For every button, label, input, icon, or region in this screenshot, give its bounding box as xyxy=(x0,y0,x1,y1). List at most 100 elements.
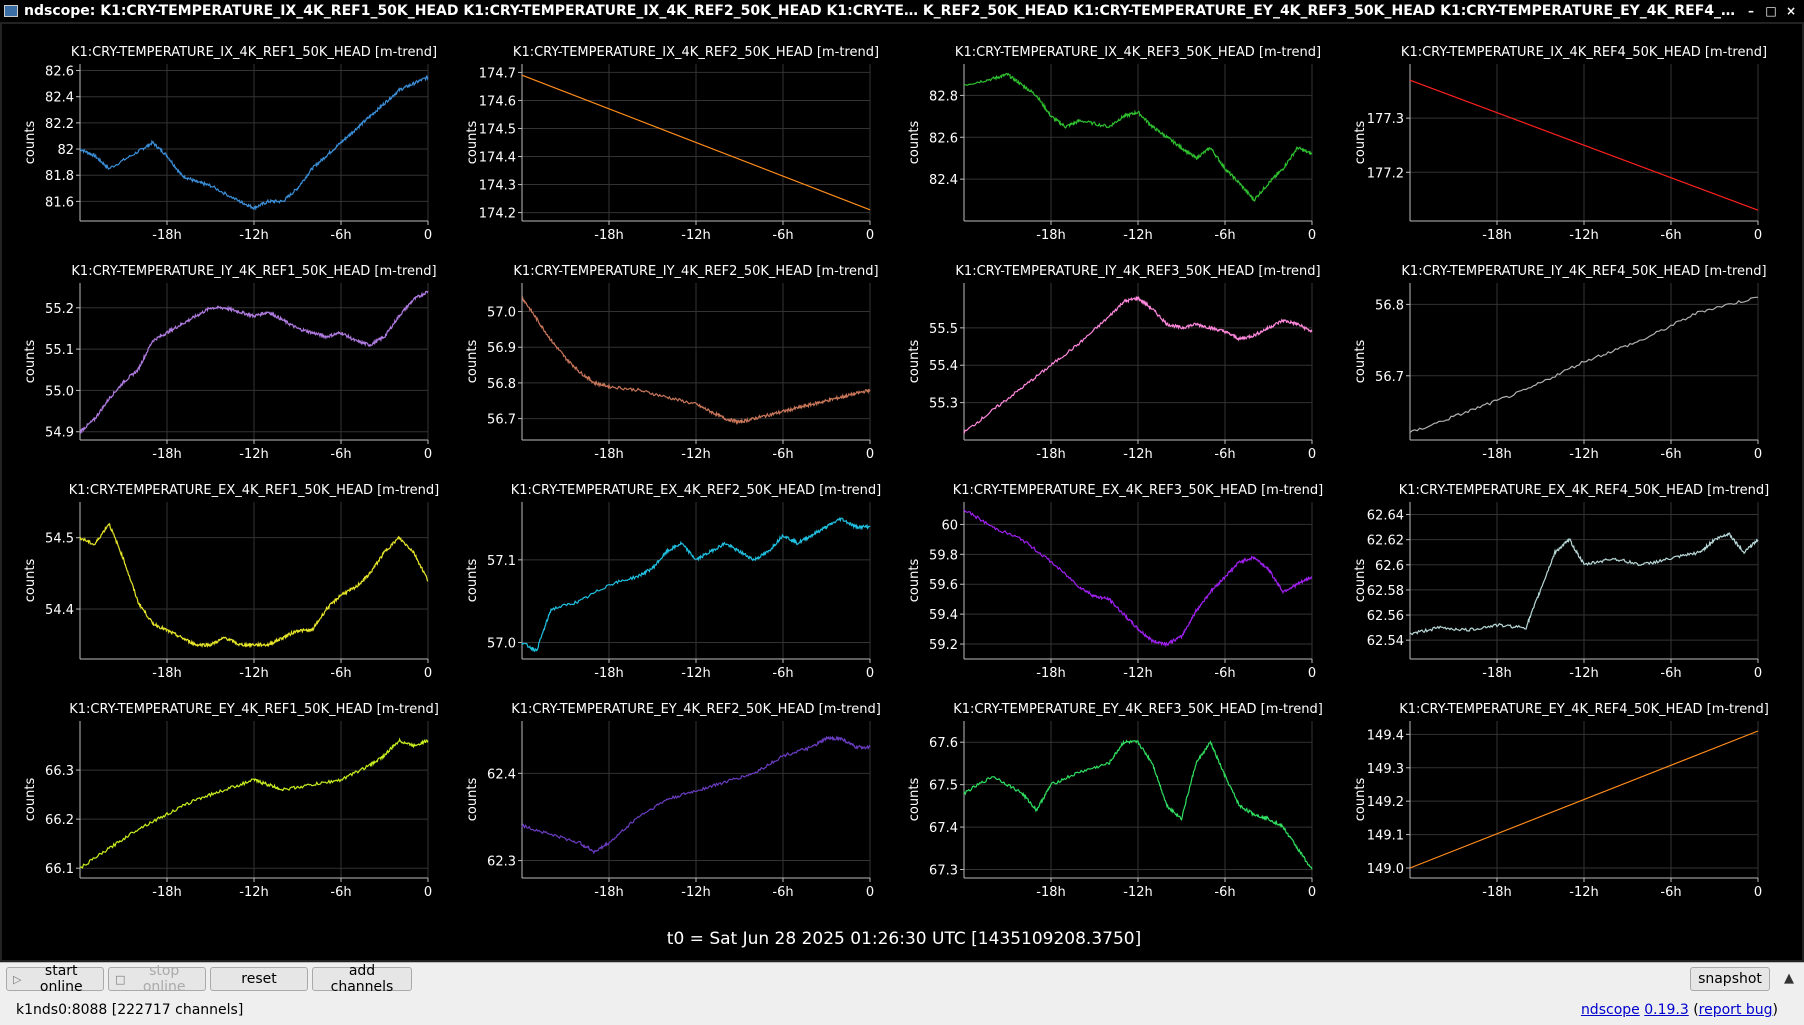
y-tick-label: 67.6 xyxy=(929,736,958,751)
plot-panel[interactable]: K1:CRY-TEMPERATURE_IY_4K_REF3_50K_HEAD [… xyxy=(907,264,1321,462)
series-line xyxy=(1409,532,1759,636)
y-tick-label: 59.6 xyxy=(929,578,958,593)
plot-panel[interactable]: K1:CRY-TEMPERATURE_IX_4K_REF2_50K_HEAD [… xyxy=(465,45,879,243)
reset-button[interactable]: reset xyxy=(210,967,308,991)
y-tick-label: 149.4 xyxy=(1367,728,1404,743)
y-tick-label: 62.62 xyxy=(1367,534,1404,549)
y-tick-label: 57.0 xyxy=(487,306,516,321)
x-tick-label: 0 xyxy=(1754,228,1762,243)
plot-panel[interactable]: K1:CRY-TEMPERATURE_IY_4K_REF4_50K_HEAD [… xyxy=(1353,264,1767,462)
y-tick-label: 55.3 xyxy=(929,397,958,412)
x-tick-label: -12h xyxy=(239,666,268,681)
x-tick-label: -18h xyxy=(1036,447,1065,462)
x-tick-label: -6h xyxy=(1214,885,1235,900)
x-tick-label: 0 xyxy=(1754,885,1762,900)
report-bug-link[interactable]: report bug xyxy=(1698,1002,1773,1018)
x-tick-label: -6h xyxy=(772,228,793,243)
y-tick-label: 149.1 xyxy=(1367,829,1404,844)
series-line xyxy=(521,296,871,425)
y-tick-label: 62.4 xyxy=(487,767,516,782)
series-line xyxy=(79,522,429,649)
y-axis-label: counts xyxy=(23,121,38,165)
maximize-icon[interactable]: □ xyxy=(1765,4,1777,18)
y-axis-label: counts xyxy=(465,559,480,603)
collapse-up-icon[interactable]: ▲ xyxy=(1784,971,1794,986)
plot-panel[interactable]: K1:CRY-TEMPERATURE_EY_4K_REF2_50K_HEAD [… xyxy=(465,702,881,900)
y-axis-label: counts xyxy=(23,559,38,603)
plot-panel[interactable]: K1:CRY-TEMPERATURE_EX_4K_REF1_50K_HEAD [… xyxy=(23,483,439,681)
plot-panel[interactable]: K1:CRY-TEMPERATURE_EX_4K_REF4_50K_HEAD [… xyxy=(1353,483,1769,681)
x-tick-label: -12h xyxy=(1123,666,1152,681)
y-tick-label: 55.1 xyxy=(45,343,74,358)
y-tick-label: 67.3 xyxy=(929,864,958,879)
series-line xyxy=(521,74,871,211)
ndscope-link[interactable]: ndscope xyxy=(1580,1002,1640,1018)
y-tick-label: 67.5 xyxy=(929,779,958,794)
y-tick-label: 57.0 xyxy=(487,636,516,651)
plot-title: K1:CRY-TEMPERATURE_IY_4K_REF1_50K_HEAD [… xyxy=(71,264,436,279)
y-tick-label: 174.5 xyxy=(479,122,516,137)
snapshot-button[interactable]: snapshot xyxy=(1690,967,1770,991)
x-tick-label: -6h xyxy=(330,885,351,900)
minimize-icon[interactable]: – xyxy=(1748,4,1754,18)
x-tick-label: 0 xyxy=(424,885,432,900)
x-tick-label: -6h xyxy=(772,447,793,462)
x-tick-label: -18h xyxy=(594,666,623,681)
plot-title: K1:CRY-TEMPERATURE_EY_4K_REF1_50K_HEAD [… xyxy=(69,702,439,717)
x-tick-label: -18h xyxy=(152,666,181,681)
version-info: ndscope 0.19.3 (report bug) xyxy=(1580,1002,1778,1018)
y-tick-label: 55.5 xyxy=(929,322,958,337)
y-tick-label: 174.2 xyxy=(479,207,516,222)
y-axis-label: counts xyxy=(465,778,480,822)
plot-panel[interactable]: K1:CRY-TEMPERATURE_IX_4K_REF1_50K_HEAD [… xyxy=(23,45,437,243)
start-online-button[interactable]: ▷ start online xyxy=(6,963,104,995)
y-axis-label: counts xyxy=(907,121,922,165)
x-tick-label: -18h xyxy=(1036,666,1065,681)
version-link[interactable]: 0.19.3 xyxy=(1644,1002,1689,1018)
x-tick-label: -12h xyxy=(1569,228,1598,243)
plot-title: K1:CRY-TEMPERATURE_EX_4K_REF4_50K_HEAD [… xyxy=(1399,483,1770,498)
x-tick-label: -12h xyxy=(1123,228,1152,243)
y-tick-label: 82.6 xyxy=(929,131,958,146)
plot-panel[interactable]: K1:CRY-TEMPERATURE_IX_4K_REF4_50K_HEAD [… xyxy=(1353,45,1767,243)
y-tick-label: 66.2 xyxy=(45,813,74,828)
window-title: ndscope: K1:CRY-TEMPERATURE_IX_4K_REF1_5… xyxy=(24,3,1742,19)
y-tick-label: 81.6 xyxy=(45,195,74,210)
stop-online-button[interactable]: □ stop online xyxy=(108,963,206,995)
plot-panel[interactable]: K1:CRY-TEMPERATURE_EX_4K_REF3_50K_HEAD [… xyxy=(907,483,1323,681)
plot-panel[interactable]: K1:CRY-TEMPERATURE_EY_4K_REF1_50K_HEAD [… xyxy=(23,702,439,900)
x-tick-label: -12h xyxy=(681,228,710,243)
x-tick-label: 0 xyxy=(1308,228,1316,243)
plot-title: K1:CRY-TEMPERATURE_IX_4K_REF4_50K_HEAD [… xyxy=(1401,45,1767,60)
y-tick-label: 54.5 xyxy=(45,532,74,547)
y-tick-label: 57.1 xyxy=(487,554,516,569)
y-tick-label: 82.2 xyxy=(45,117,74,132)
add-channels-button[interactable]: add channels xyxy=(312,963,412,995)
series-line xyxy=(1409,296,1758,434)
control-toolbar: ▷ start online □ stop online reset add cha… xyxy=(0,962,1804,997)
y-tick-label: 81.8 xyxy=(45,169,74,184)
play-icon: ▷ xyxy=(13,972,22,986)
x-tick-label: 0 xyxy=(1754,447,1762,462)
x-tick-label: -12h xyxy=(1123,447,1152,462)
y-tick-label: 62.6 xyxy=(1375,559,1404,574)
plot-panel[interactable]: K1:CRY-TEMPERATURE_IX_4K_REF3_50K_HEAD [… xyxy=(907,45,1321,243)
plot-panel[interactable]: K1:CRY-TEMPERATURE_EY_4K_REF4_50K_HEAD [… xyxy=(1353,702,1769,900)
close-icon[interactable]: × xyxy=(1785,4,1797,18)
y-tick-label: 56.7 xyxy=(1375,370,1404,385)
plots-grid[interactable]: K1:CRY-TEMPERATURE_IX_4K_REF1_50K_HEAD [… xyxy=(2,24,1802,949)
plot-panel[interactable]: K1:CRY-TEMPERATURE_IY_4K_REF2_50K_HEAD [… xyxy=(465,264,879,462)
plot-panel[interactable]: K1:CRY-TEMPERATURE_EY_4K_REF3_50K_HEAD [… xyxy=(907,702,1323,900)
y-tick-label: 174.6 xyxy=(479,94,516,109)
y-tick-label: 174.4 xyxy=(479,151,516,166)
x-tick-label: -6h xyxy=(330,666,351,681)
y-tick-label: 56.9 xyxy=(487,341,516,356)
window-titlebar: ndscope: K1:CRY-TEMPERATURE_IX_4K_REF1_5… xyxy=(0,0,1804,22)
plot-panel[interactable]: K1:CRY-TEMPERATURE_IY_4K_REF1_50K_HEAD [… xyxy=(23,264,437,462)
y-tick-label: 174.3 xyxy=(479,179,516,194)
plot-panel[interactable]: K1:CRY-TEMPERATURE_EX_4K_REF2_50K_HEAD [… xyxy=(465,483,881,681)
x-tick-label: -18h xyxy=(594,885,623,900)
y-tick-label: 55.0 xyxy=(45,384,74,399)
x-tick-label: 0 xyxy=(1308,885,1316,900)
plot-title: K1:CRY-TEMPERATURE_EX_4K_REF3_50K_HEAD [… xyxy=(953,483,1324,498)
